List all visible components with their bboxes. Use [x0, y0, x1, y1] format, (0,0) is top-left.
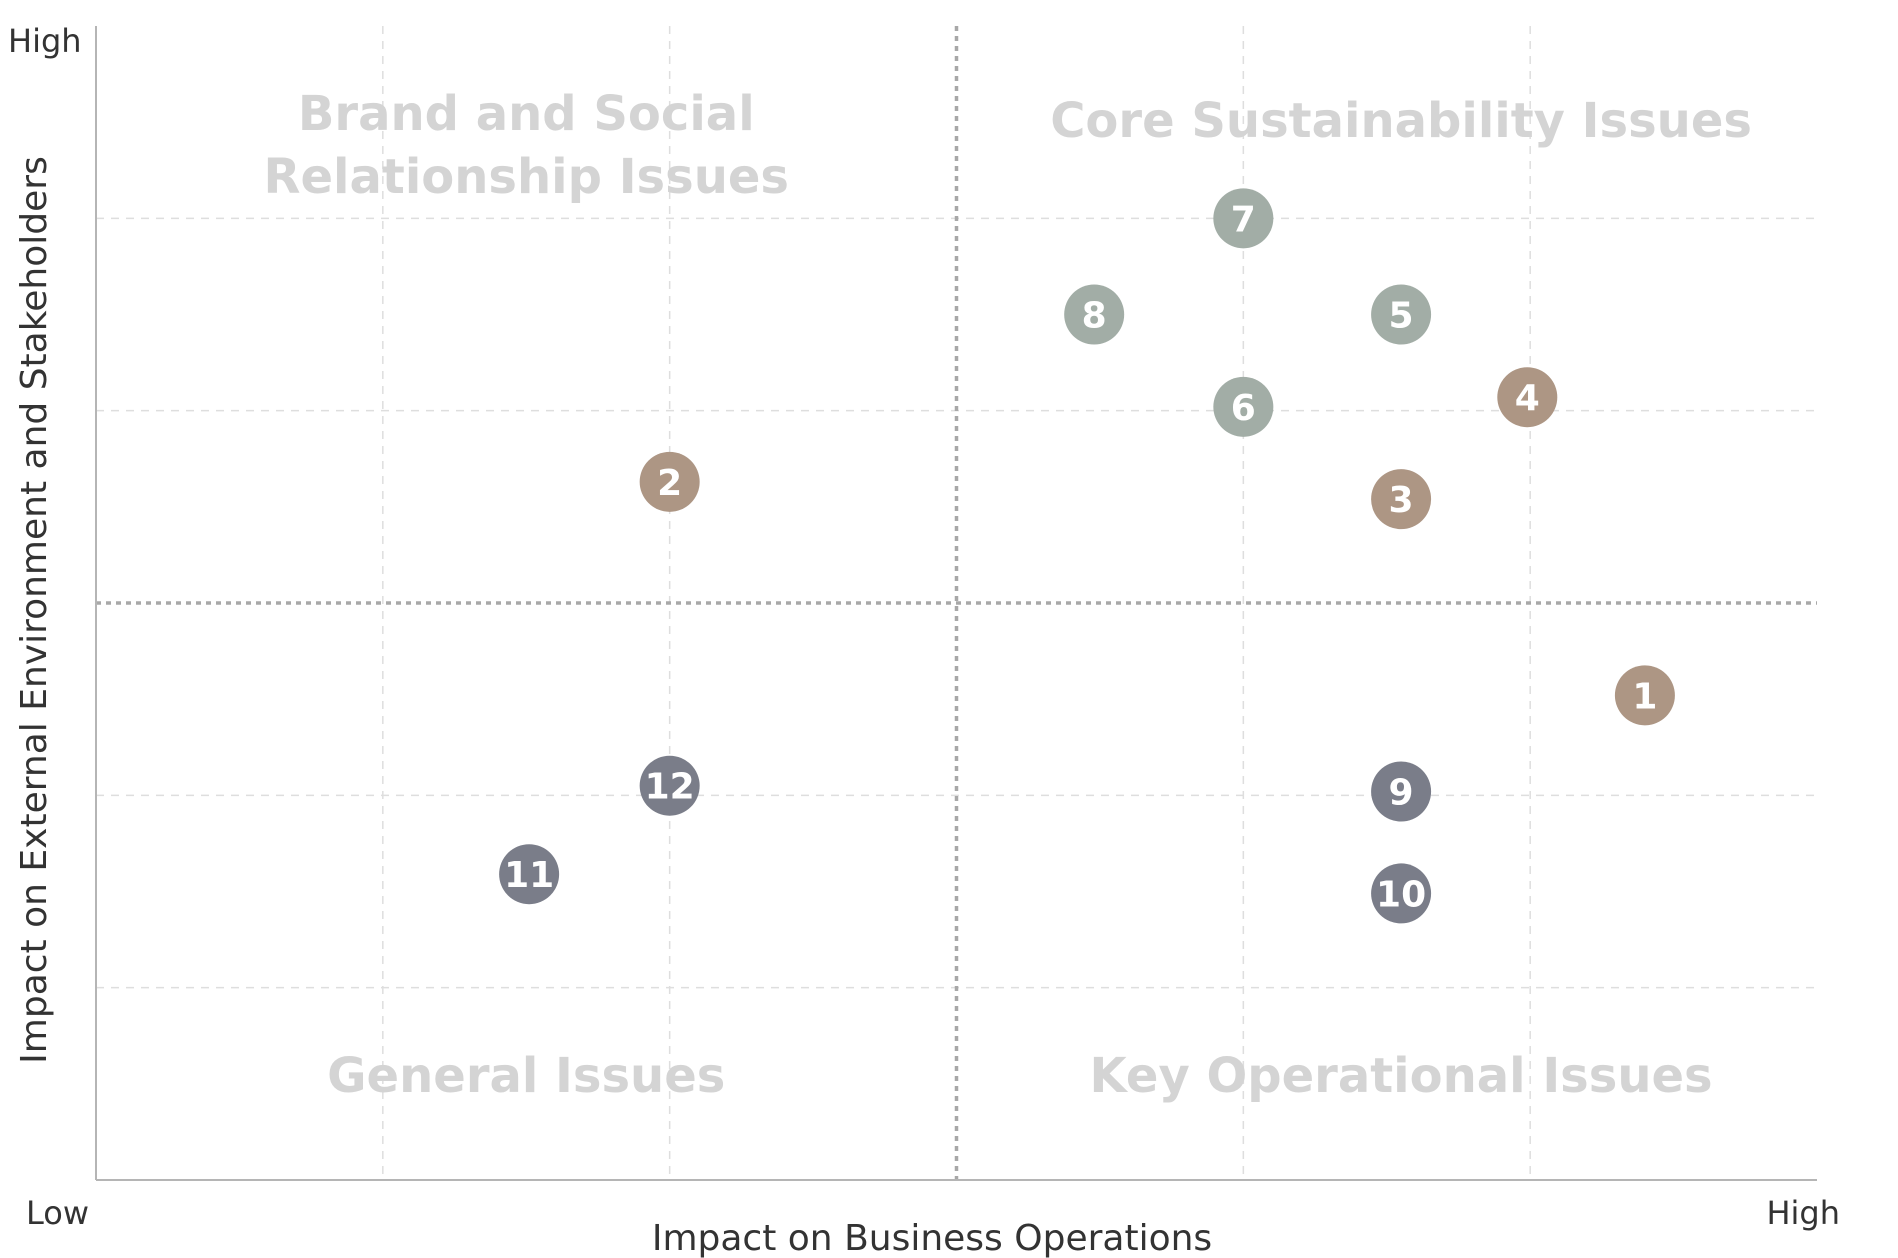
- data-point-7: 7: [1213, 188, 1274, 249]
- data-point-marker: [1371, 284, 1432, 345]
- x-axis-low-label: Low: [26, 1194, 89, 1232]
- data-point-label: 3: [1389, 480, 1414, 521]
- data-point-label: 5: [1389, 296, 1414, 337]
- y-axis-high-label: High: [8, 22, 82, 60]
- data-point-marker: [1213, 188, 1274, 249]
- data-point-marker: [1371, 863, 1432, 924]
- quadrant-label-top-right: Core Sustainability Issues: [1050, 93, 1752, 149]
- data-point-9: 9: [1371, 761, 1432, 822]
- quadrant-label-line: Core Sustainability Issues: [1050, 93, 1752, 149]
- quadrant-labels: Brand and Social Relationship Issues Core …: [264, 86, 1752, 1104]
- data-point-1: 1: [1614, 665, 1675, 726]
- quadrant-label-line: Key Operational Issues: [1090, 1048, 1713, 1104]
- data-point-label: 2: [657, 463, 682, 504]
- quadrant-label-line: Brand and Social: [298, 86, 755, 142]
- data-point-label: 1: [1632, 676, 1657, 717]
- data-point-marker: [1213, 376, 1274, 437]
- data-point-10: 10: [1371, 863, 1432, 924]
- data-point-4: 4: [1497, 367, 1558, 428]
- data-point-8: 8: [1064, 284, 1125, 345]
- axes: [95, 26, 1817, 1181]
- data-point-label: 12: [645, 767, 695, 808]
- data-point-6: 6: [1213, 376, 1274, 437]
- data-point-marker: [639, 451, 700, 512]
- data-point-label: 4: [1515, 378, 1540, 419]
- quadrant-label-bottom-right: Key Operational Issues: [1090, 1048, 1713, 1104]
- data-point-2: 2: [639, 451, 700, 512]
- quadrant-label-bottom-left: General Issues: [327, 1048, 725, 1104]
- data-point-marker: [1614, 665, 1675, 726]
- y-axis-title: Impact on External Environment and Stake…: [14, 156, 55, 1064]
- x-axis-title: Impact on Business Operations: [652, 1218, 1212, 1258]
- data-point-marker: [639, 755, 700, 816]
- data-point-marker: [1371, 469, 1432, 530]
- data-point-label: 9: [1389, 772, 1414, 813]
- data-point-label: 6: [1231, 388, 1256, 429]
- data-point-label: 8: [1082, 296, 1107, 337]
- data-point-3: 3: [1371, 469, 1432, 530]
- quadrant-dividers: [96, 26, 1817, 1180]
- quadrant-label-line: General Issues: [327, 1048, 725, 1104]
- data-point-label: 7: [1231, 199, 1256, 240]
- quadrant-label-top-left: Brand and Social Relationship Issues: [264, 86, 789, 205]
- data-point-12: 12: [639, 755, 700, 816]
- x-axis-high-label: High: [1766, 1194, 1840, 1232]
- data-point-marker: [1064, 284, 1125, 345]
- data-point-5: 5: [1371, 284, 1432, 345]
- data-point-marker: [499, 844, 560, 905]
- quadrant-label-line: Relationship Issues: [264, 149, 789, 205]
- data-point-label: 10: [1376, 874, 1426, 915]
- data-point-11: 11: [499, 844, 560, 905]
- data-point-label: 11: [504, 855, 554, 896]
- data-point-marker: [1497, 367, 1558, 428]
- data-point-marker: [1371, 761, 1432, 822]
